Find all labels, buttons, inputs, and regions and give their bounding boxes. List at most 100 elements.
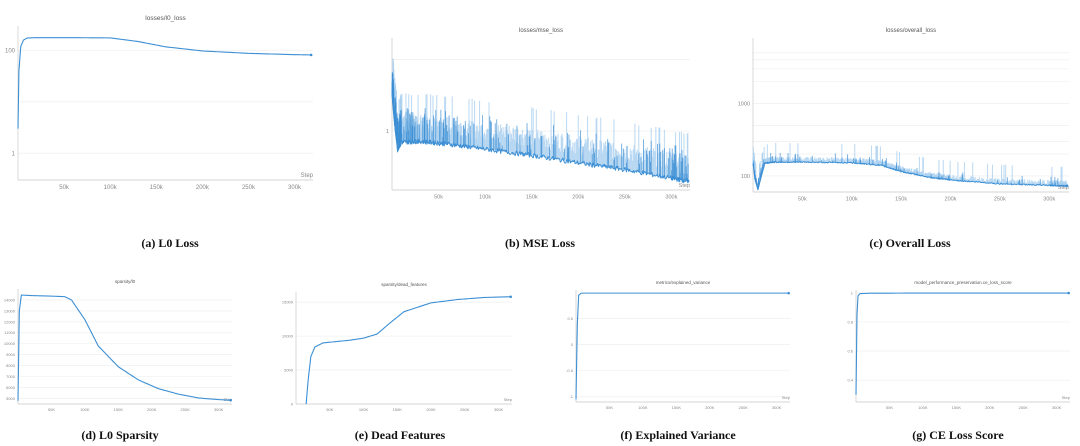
x-tick-label: 50K: [606, 405, 613, 410]
x-tick-label: 200K: [147, 407, 157, 412]
x-axis-label: Step: [1062, 395, 1071, 400]
caption-mse-loss: (b) MSE Loss: [504, 236, 575, 250]
chart-dead-features: sparsity/dead_features 0 5000 10000 15000 50K…: [282, 282, 513, 412]
caption-explained-variance: (f) Explained Variance: [620, 428, 736, 442]
y-tick-label: 12000: [4, 319, 16, 324]
chart-panel-l0-loss: losses/l0_loss 100 1 50k 100k 150k 200k 250k 300…: [0, 8, 330, 194]
y-tick-label: 1000: [738, 101, 750, 107]
y-tick-label: 15000: [282, 300, 294, 305]
x-axis-label: Step: [224, 397, 233, 402]
chart-title: losses/mse_loss: [519, 28, 563, 34]
chart-title: losses/l0_loss: [145, 15, 186, 22]
x-tick-label: 100K: [80, 407, 90, 412]
y-tick-label: -1: [569, 394, 573, 399]
x-tick-label: 150K: [393, 407, 403, 412]
x-tick-label: 100K: [918, 405, 928, 410]
series-line: [17, 294, 231, 401]
x-tick-label: 150K: [672, 405, 682, 410]
x-tick-label: 200k: [572, 195, 584, 201]
series-line: [391, 94, 689, 184]
y-tick-label: 10000: [4, 341, 16, 346]
chart-title: sparsity/l0: [115, 279, 136, 284]
series-end-point: [1065, 184, 1069, 188]
chart-panel-ce-loss-score: model_performance_preservation.ce_loss_s…: [838, 280, 1078, 410]
chart-panel-dead-features: sparsity/dead_features 0 5000 10000 15000 50K…: [280, 280, 520, 412]
chart-title: model_performance_preservation.ce_loss_s…: [914, 280, 1012, 285]
x-tick-label: 150K: [114, 407, 124, 412]
x-tick-label: 100k: [479, 195, 491, 201]
x-tick-label: 200K: [985, 405, 995, 410]
series-end-point: [509, 295, 512, 299]
series-spikes: [391, 72, 689, 182]
y-tick-label: 0: [571, 342, 574, 347]
x-tick-label: 150k: [526, 195, 538, 201]
chart-title: losses/overall_loss: [886, 28, 936, 34]
y-tick-label: 6000: [6, 385, 16, 390]
y-tick-label: 0.5: [567, 316, 573, 321]
chart-l0-sparsity: sparsity/l0 5000 6000 7000 8000 9000 10000 1100…: [4, 279, 233, 412]
y-tick-label: 100: [5, 49, 16, 55]
x-tick-label: 300k: [665, 195, 677, 201]
y-tick-label: 7000: [6, 374, 16, 379]
series-end-point: [686, 179, 690, 183]
y-tick-label: -0.5: [566, 368, 574, 373]
y-tick-label: 8000: [6, 363, 16, 368]
x-tick-label: 200K: [426, 407, 436, 412]
y-tick-label: 1: [386, 129, 389, 135]
y-tick-label: 100: [741, 174, 750, 180]
x-tick-label: 300K: [772, 405, 782, 410]
series-line: [575, 292, 789, 400]
series-line: [752, 161, 1068, 191]
x-tick-label: 50K: [48, 407, 55, 412]
y-tick-label: 1: [851, 290, 854, 295]
caption-dead-features: (e) Dead Features: [354, 428, 446, 442]
y-tick-label: 0: [291, 401, 294, 406]
chart-title: metrics/explained_variance: [656, 280, 711, 285]
series-end-point: [1067, 291, 1070, 295]
chart-title: sparsity/dead_features: [381, 282, 427, 287]
x-tick-label: 200k: [945, 197, 957, 203]
y-tick-label: 10000: [282, 334, 294, 339]
series-line: [17, 37, 312, 129]
chart-panel-overall-loss: losses/overall_loss 1000 100 50k 100k 150k 200…: [738, 20, 1075, 206]
y-tick-label: 5000: [284, 367, 294, 372]
y-tick-label: 9000: [6, 352, 16, 357]
x-tick-label: 150k: [895, 197, 907, 203]
series-line: [855, 292, 1069, 395]
x-tick-label: 50k: [798, 197, 807, 203]
x-tick-label: 250K: [739, 405, 749, 410]
x-tick-label: 250K: [1019, 405, 1029, 410]
y-tick-label: 11000: [4, 330, 16, 335]
x-tick-label: 50k: [59, 185, 70, 191]
x-axis-label: Step: [1058, 185, 1069, 191]
x-axis-label: Step: [782, 395, 791, 400]
x-tick-label: 100k: [846, 197, 858, 203]
x-tick-label: 250K: [181, 407, 191, 412]
series-line: [305, 296, 511, 405]
x-tick-label: 250k: [994, 197, 1006, 203]
y-tick-label: 0.6: [847, 348, 853, 353]
series-end-point: [229, 398, 232, 402]
x-tick-label: 250K: [460, 407, 470, 412]
chart-panel-l0-sparsity: sparsity/l0 5000 6000 7000 8000 9000 10000 1100…: [0, 279, 240, 412]
y-tick-label: 5000: [6, 396, 16, 401]
x-tick-label: 300K: [494, 407, 504, 412]
chart-ce-loss-score: model_performance_preservation.ce_loss_s…: [847, 280, 1071, 410]
chart-panel-mse-loss: losses/mse_loss 1 50k 100k 150k 200k 250k 300k S…: [372, 20, 702, 206]
x-axis-label: Step: [679, 183, 690, 189]
caption-ce-loss-score: (g) CE Loss Score: [912, 428, 1004, 442]
series-end-point: [787, 291, 790, 295]
x-tick-label: 300K: [214, 407, 224, 412]
chart-panel-explained-variance: metrics/explained_variance 0.5 0 -0.5 -1 50K 1…: [558, 280, 798, 410]
x-tick-label: 150k: [150, 185, 164, 191]
caption-overall-loss: (c) Overall Loss: [869, 236, 951, 250]
x-tick-label: 250k: [242, 185, 256, 191]
y-tick-label: 13000: [4, 308, 16, 313]
chart-overall-loss: losses/overall_loss 1000 100 50k 100k 150k 200…: [738, 28, 1069, 203]
x-tick-label: 50k: [434, 195, 443, 201]
y-tick-label: 1: [12, 151, 16, 157]
y-tick-label: 0.8: [847, 319, 853, 324]
chart-explained-variance: metrics/explained_variance 0.5 0 -0.5 -1 50K 1…: [566, 280, 791, 410]
